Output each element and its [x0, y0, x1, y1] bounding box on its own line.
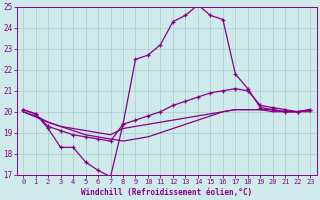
X-axis label: Windchill (Refroidissement éolien,°C): Windchill (Refroidissement éolien,°C): [81, 188, 252, 197]
